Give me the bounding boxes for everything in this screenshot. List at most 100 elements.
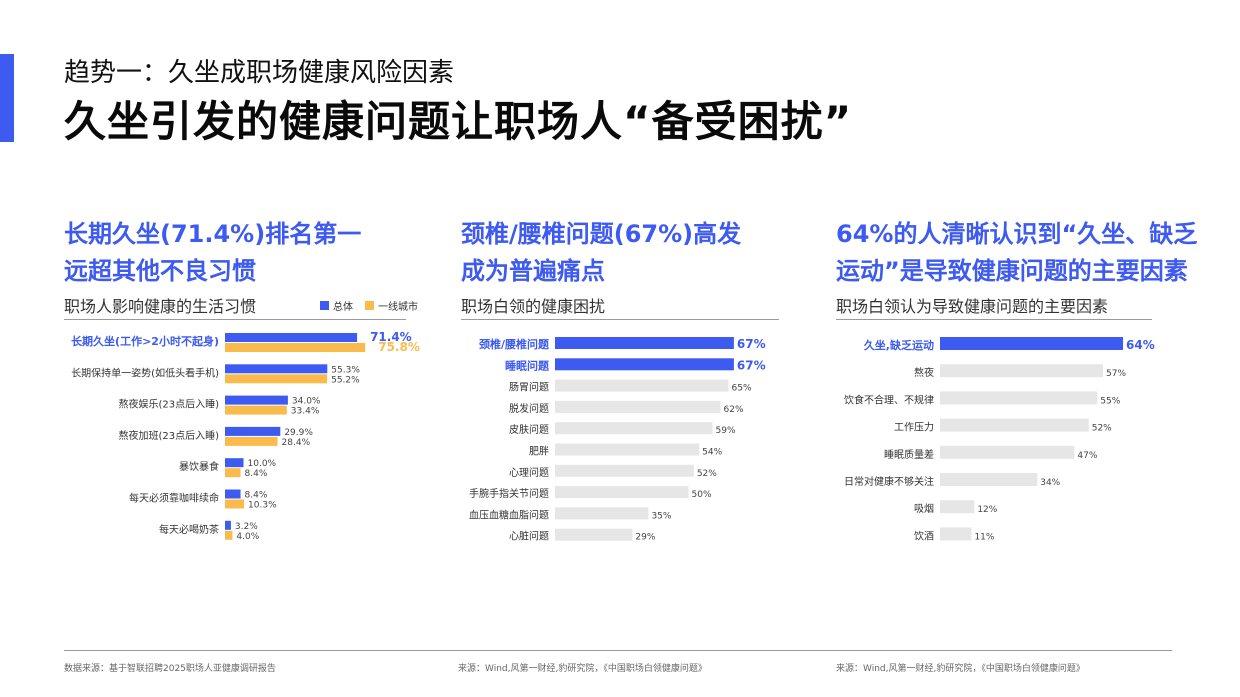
value-label-tier1: 55.2% <box>331 375 360 385</box>
source-note-1: 数据来源：基于智联招聘2025职场人亚健康调研报告 <box>64 664 276 674</box>
bar <box>555 464 694 477</box>
category-label: 颈椎/腰椎问题 <box>479 337 550 351</box>
panel-2-chart-title: 职场白领的健康困扰 <box>461 297 606 316</box>
category-label: 熬夜 <box>914 366 934 379</box>
panel-3-rule <box>836 319 1152 320</box>
value-label: 47% <box>1077 451 1097 461</box>
value-label: 57% <box>1106 369 1126 379</box>
panel-2-headline-line-2: 成为普遍痛点 <box>461 257 605 285</box>
bar-overall <box>225 520 231 530</box>
panel-1-rule <box>64 319 406 320</box>
value-label: 67% <box>737 358 766 372</box>
bar <box>940 391 1098 405</box>
bar-overall <box>225 489 241 499</box>
legend-swatch-overall <box>320 301 329 310</box>
category-label: 睡眠质量差 <box>884 448 934 461</box>
category-label: 血压血糖血脂问题 <box>469 508 549 521</box>
bar <box>555 400 721 413</box>
chart-1-legend: 总体 一线城市 <box>320 298 418 313</box>
value-label-tier1: 4.0% <box>236 532 259 542</box>
panel-3-headline-line-2: 运动”是导致健康问题的主要因素 <box>836 257 1188 285</box>
value-label-tier1: 75.8% <box>378 340 420 354</box>
bar-overall <box>225 364 328 374</box>
bar-track <box>940 527 1130 541</box>
category-label: 睡眠问题 <box>505 358 550 372</box>
value-label-overall: 71.4% <box>370 330 412 344</box>
panel-2-headline-line-1: 颈椎/腰椎问题(67%)高发 <box>461 220 742 248</box>
bar-tier1 <box>225 374 328 384</box>
category-label: 肠胃问题 <box>509 381 549 394</box>
panel-3-headline-line-1: 64%的人清晰认识到“久坐、缺乏 <box>836 220 1198 248</box>
value-label-overall: 3.2% <box>235 522 258 532</box>
legend-label-tier1: 一线城市 <box>378 302 418 313</box>
category-label: 脱发问题 <box>509 402 549 415</box>
value-label-tier1: 8.4% <box>245 469 268 479</box>
value-label: 35% <box>651 511 671 521</box>
category-label: 工作压力 <box>894 421 934 434</box>
bar <box>940 364 1104 378</box>
value-label: 65% <box>732 384 752 394</box>
bar <box>940 527 972 541</box>
value-label: 55% <box>1100 396 1120 406</box>
bar-tier1 <box>225 343 366 352</box>
bar-tier1 <box>225 530 233 540</box>
source-note-2: 来源：Wind,风第一财经,豹研究院，《中国职场白领健康问题》 <box>458 664 707 674</box>
footer-rule <box>64 650 1172 651</box>
bar <box>940 418 1089 432</box>
category-label: 暴饮暴食 <box>179 460 219 473</box>
value-label-overall: 29.9% <box>284 428 313 438</box>
panel-3-headline: 64%的人清晰认识到“久坐、缺乏 运动”是导致健康问题的主要因素 <box>836 216 1197 290</box>
page-title: 久坐引发的健康问题让职场人“备受困扰” <box>64 97 853 146</box>
category-label: 皮肤问题 <box>509 423 549 436</box>
value-label: 62% <box>724 405 744 415</box>
category-label: 熬夜加班(23点后入睡) <box>118 429 219 442</box>
source-note-3: 来源：Wind,风第一财经,豹研究院，《中国职场白领健康问题》 <box>836 664 1085 674</box>
panel-1-chart-title: 职场人影响健康的生活习惯 <box>64 297 257 316</box>
bar-overall <box>225 458 244 468</box>
bar <box>555 507 649 520</box>
bar <box>555 358 734 371</box>
value-label: 29% <box>635 533 655 543</box>
bar-tier1 <box>225 468 241 478</box>
value-label: 11% <box>974 532 994 542</box>
category-label: 长期久坐(工作>2小时不起身) <box>71 334 219 348</box>
bar <box>940 473 1038 486</box>
category-label: 熬夜娱乐(23点后入睡) <box>118 398 219 411</box>
value-label: 59% <box>716 426 736 436</box>
bar-tier1 <box>225 436 278 446</box>
bar <box>555 337 734 349</box>
bar <box>940 337 1124 350</box>
panel-2-rule <box>461 319 779 320</box>
bar-overall <box>225 333 358 342</box>
category-label: 每天必须靠咖啡续命 <box>129 492 219 505</box>
category-label: 日常对健康不够关注 <box>844 475 934 488</box>
bar-overall <box>225 395 288 405</box>
panel-2-headline: 颈椎/腰椎问题(67%)高发 成为普遍痛点 <box>461 216 741 290</box>
bar <box>555 443 700 456</box>
bar-tier1 <box>225 499 245 509</box>
bar <box>555 528 633 541</box>
bar <box>940 500 975 514</box>
category-label: 每天必喝奶茶 <box>159 523 219 536</box>
value-label: 54% <box>702 448 722 458</box>
legend-label-overall: 总体 <box>333 302 353 313</box>
value-label: 12% <box>977 505 997 515</box>
value-label-overall: 8.4% <box>245 491 268 501</box>
category-label: 久坐,缺乏运动 <box>864 338 934 352</box>
legend-swatch-tier1 <box>365 301 374 310</box>
bar-tier1 <box>225 405 287 415</box>
value-label-overall: 34.0% <box>292 397 321 407</box>
panel-1-headline-line-1: 长期久坐(71.4%)排名第一 <box>64 220 362 248</box>
category-label: 长期保持单一姿势(如低头看手机) <box>71 366 219 379</box>
category-label: 心脏问题 <box>509 530 549 543</box>
category-label: 心理问题 <box>509 466 549 479</box>
value-label: 52% <box>1092 424 1112 434</box>
value-label: 34% <box>1040 478 1060 488</box>
bar <box>940 445 1075 459</box>
panel-1-headline-line-2: 远超其他不良习惯 <box>64 257 256 285</box>
value-label-tier1: 33.4% <box>291 407 320 417</box>
value-label-tier1: 10.3% <box>248 501 277 511</box>
category-label: 吸烟 <box>914 502 934 515</box>
